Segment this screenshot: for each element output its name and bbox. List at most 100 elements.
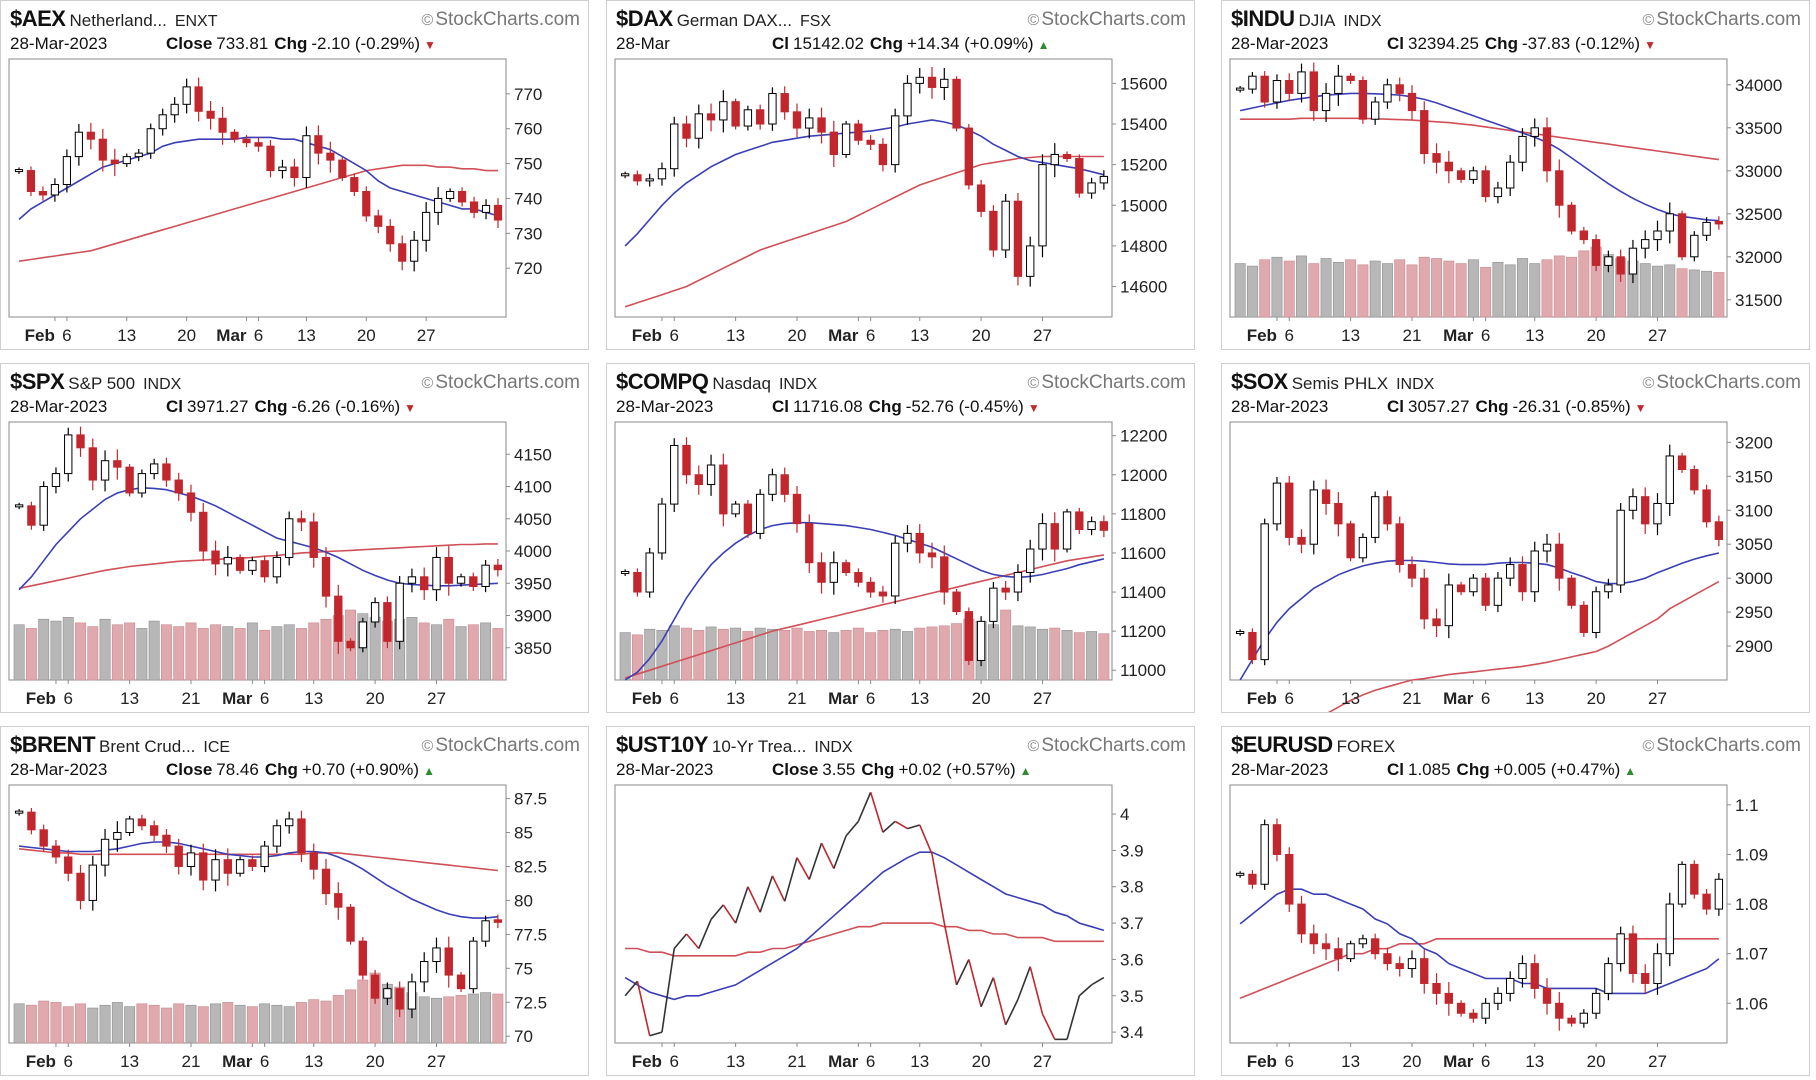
y-tick-label: 31500 (1735, 291, 1782, 310)
candle-up (1370, 101, 1380, 120)
candle-down (1309, 71, 1318, 112)
volume-bar (99, 1004, 111, 1044)
candle-up (272, 556, 282, 578)
ticker-symbol[interactable]: $COMPQ (616, 369, 709, 394)
ticker-symbol[interactable]: $SOX (1231, 369, 1288, 394)
volume-bar (197, 628, 209, 681)
triangle-down-icon: ▼ (1644, 38, 1656, 52)
exchange-code: INDX (814, 739, 853, 756)
candle-up (383, 988, 392, 999)
candle-down (1248, 873, 1257, 885)
ticker-symbol[interactable]: $UST10Y (616, 732, 708, 757)
volume-bar (1357, 264, 1369, 318)
chart-panel-brent[interactable]: $BRENT Brent Crud... ICE © StockCharts.com 28… (0, 726, 589, 1076)
candle-up (422, 211, 431, 241)
candle-down (162, 834, 171, 847)
price-line-segment (649, 1031, 663, 1037)
candle-up (182, 86, 191, 105)
chart-panel-dax[interactable]: $DAX German DAX... FSX © StockCharts.com 28-M… (606, 0, 1195, 350)
ticker-symbol[interactable]: $BRENT (10, 732, 96, 757)
quote-date: 28-Mar-2023 (10, 760, 108, 779)
x-tick-label: 13 (1525, 326, 1544, 345)
x-tick-label: Mar (222, 689, 253, 708)
y-tick-label: 85 (514, 824, 533, 843)
volume-bar (62, 1006, 74, 1044)
chart-panel-compq[interactable]: $COMPQ Nasdaq INDX © StockCharts.com 28-Mar-2… (606, 363, 1195, 713)
x-tick-label: Mar (828, 326, 859, 345)
x-tick-label: 6 (64, 689, 73, 708)
volume-bar (87, 1007, 99, 1044)
price-line-segment (943, 922, 958, 986)
ticker-symbol[interactable]: $AEX (10, 6, 66, 31)
candle-down (1518, 564, 1527, 593)
x-tick-label: 13 (120, 1052, 139, 1071)
candle-down (260, 560, 269, 578)
y-tick-label: 3.5 (1120, 987, 1144, 1006)
ticker-symbol[interactable]: $SPX (10, 369, 65, 394)
price-line-segment (1078, 984, 1093, 997)
candle-up (74, 131, 83, 158)
y-tick-label: 740 (514, 189, 542, 208)
candle-down (1530, 963, 1539, 989)
candle-down (1075, 511, 1084, 530)
candle-up (694, 113, 703, 139)
chart-panel-spx[interactable]: $SPX S&P 500 INDX © StockCharts.com 28-Mar-20… (0, 363, 589, 713)
volume-bar (1467, 259, 1479, 318)
candle-down (1334, 502, 1343, 525)
candle-down (297, 518, 306, 523)
x-tick-label: 13 (120, 689, 139, 708)
volume-bar (246, 1006, 258, 1044)
candle-up (1493, 187, 1503, 198)
price-line-segment (747, 886, 761, 913)
chart-panel-sox[interactable]: $SOX Semis PHLX INDX © StockCharts.com 28-Mar… (1221, 363, 1810, 713)
y-tick-label: 3850 (514, 639, 552, 658)
x-tick-label: Feb (1247, 689, 1277, 708)
candle-up (1677, 863, 1687, 905)
triangle-down-icon: ▼ (1027, 401, 1040, 415)
price-line-segment (673, 933, 688, 950)
change-value: +14.34 (+0.09%) (906, 34, 1034, 53)
candle-up (14, 504, 24, 508)
candle-down (1075, 158, 1084, 194)
chart-panel-indu[interactable]: $INDU DJIA INDX © StockCharts.com 28-Mar-2023… (1221, 0, 1810, 350)
volume-bar (1381, 263, 1393, 318)
chart-panel-aex[interactable]: $AEX Netherland... ENXT © StockCharts.com 28-… (0, 0, 589, 350)
candle-down (719, 464, 728, 515)
copyright-icon: © (1642, 375, 1655, 392)
candle-down (149, 825, 159, 836)
candle-up (1469, 170, 1478, 180)
candle-down (314, 135, 323, 154)
volume-bar (234, 628, 246, 681)
volume-bar (222, 626, 234, 681)
candle-up (1641, 239, 1650, 249)
candle-down (989, 210, 998, 251)
ticker-symbol[interactable]: $INDU (1231, 6, 1295, 31)
candle-down (26, 170, 36, 192)
volume-bar (1652, 265, 1663, 318)
volume-bar (443, 618, 455, 681)
x-tick-label: 21 (182, 1052, 201, 1071)
candle-up (456, 576, 466, 584)
candle-up (755, 493, 765, 534)
moving-average-fast (18, 486, 498, 591)
volume-bar (1271, 256, 1283, 318)
chart-panel-ust10y[interactable]: $UST10Y 10-Yr Trea... INDX © StockCharts.com… (606, 726, 1195, 1076)
price-line-segment (894, 820, 908, 830)
candle-down (456, 974, 466, 990)
candle-down (1260, 75, 1269, 103)
volume-bar (111, 624, 123, 681)
ticker-symbol[interactable]: $EURUSD (1231, 732, 1333, 757)
candle-up (1062, 511, 1072, 550)
candle-down (1383, 953, 1392, 965)
x-tick-label: Feb (1247, 1052, 1277, 1071)
chart-panel-eurusd[interactable]: $EURUSD FOREX © StockCharts.com 28-Mar-2023 C… (1221, 726, 1810, 1076)
x-tick-label: Mar (1443, 689, 1474, 708)
x-tick-label: Feb (26, 689, 56, 708)
candle-up (1407, 958, 1417, 970)
candle-up (358, 621, 368, 649)
candle-down (1690, 469, 1699, 491)
triangle-down-icon: ▼ (1634, 401, 1647, 415)
ticker-symbol[interactable]: $DAX (616, 6, 673, 31)
candle-up (1309, 489, 1318, 545)
x-tick-label: 13 (1525, 1052, 1544, 1071)
